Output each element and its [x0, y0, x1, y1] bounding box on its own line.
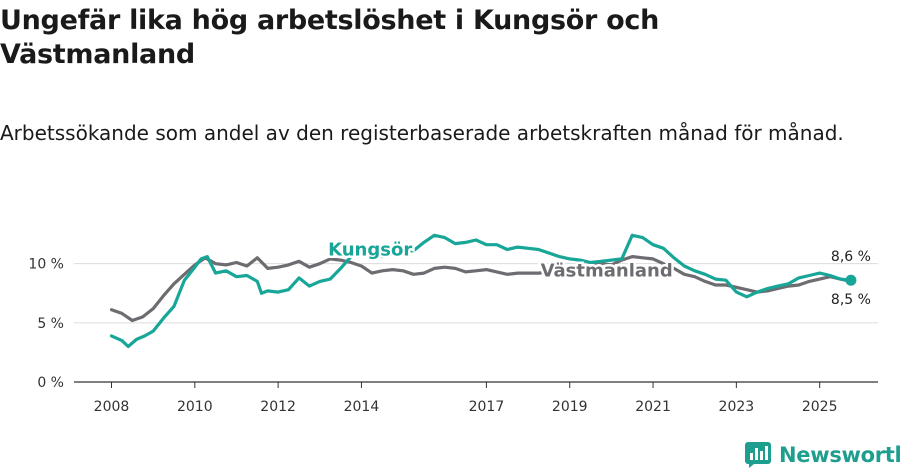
x-tick-label: 2019 — [552, 399, 588, 415]
y-tick-label: 5 % — [37, 316, 64, 332]
x-tick-label: 2012 — [260, 399, 296, 415]
x-tick-label: 2010 — [177, 399, 213, 415]
brand-name: Newsworthy — [779, 443, 900, 467]
series-label-kungsr: Kungsör — [328, 239, 412, 260]
end-label-vastmanland: 8,5 % — [831, 292, 871, 308]
x-tick-label: 2008 — [94, 399, 130, 415]
chart-title: Ungefär lika hög arbetslöshet i Kungsör … — [0, 5, 660, 70]
series-label-vstmanland: Västmanland — [541, 261, 673, 282]
y-tick-label: 0 % — [37, 375, 64, 391]
x-tick-label: 2025 — [802, 399, 838, 415]
brand-logo: Newsworthy — [745, 442, 900, 468]
chart-subtitle: Arbetssökande som andel av den registerb… — [0, 121, 844, 145]
bar-chart-logo-icon — [745, 442, 771, 468]
y-tick-label: 10 % — [28, 257, 64, 273]
x-tick-label: 2023 — [719, 399, 755, 415]
end-label-kungsor: 8,6 % — [831, 249, 871, 265]
end-point-marker — [845, 274, 857, 286]
series-line-kungsr — [109, 233, 853, 349]
x-tick-label: 2014 — [344, 399, 380, 415]
x-tick-label: 2021 — [635, 399, 671, 415]
series-line-vstmanland — [109, 255, 853, 323]
x-tick-label: 2017 — [469, 399, 505, 415]
